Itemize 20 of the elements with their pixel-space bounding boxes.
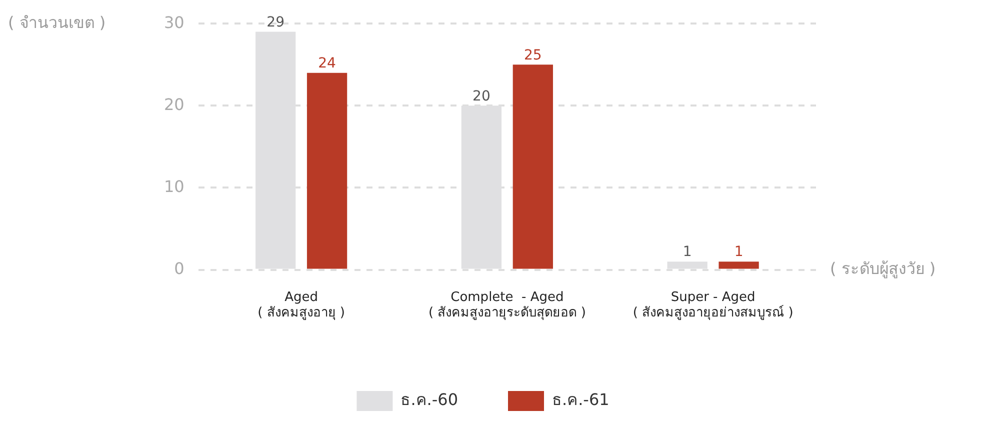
data-label: 29 (266, 14, 284, 30)
y-axis-title: ( จำนวนเขต ) (8, 12, 106, 32)
x-tick-label: Complete - Aged ( สังคมสูงอายุระดับสุดยอด ) (428, 290, 586, 321)
x-axis-title: ( ระดับผู้สูงวัย ) (830, 258, 936, 279)
legend-label: ธ.ค.-60 (400, 390, 458, 410)
bar (512, 64, 553, 269)
data-label: 24 (318, 55, 336, 72)
x-tick-label: Aged ( สังคมสูงอายุ ) (258, 290, 346, 321)
data-label: 20 (472, 88, 490, 104)
legend-label: ธ.ค.-61 (552, 390, 610, 410)
data-label: 25 (524, 47, 542, 64)
y-tick-label: 0 (174, 258, 184, 278)
bar (306, 72, 348, 269)
data-label: 1 (734, 244, 744, 260)
y-tick-label: 10 (164, 176, 184, 196)
data-label: 1 (682, 244, 692, 260)
y-tick-label: 20 (164, 94, 184, 114)
bar (718, 262, 759, 269)
y-tick-label: 30 (164, 12, 184, 32)
x-tick-label: Super - Aged ( สังคมสูงอายุอย่างสมบูรณ์ ) (632, 290, 794, 321)
